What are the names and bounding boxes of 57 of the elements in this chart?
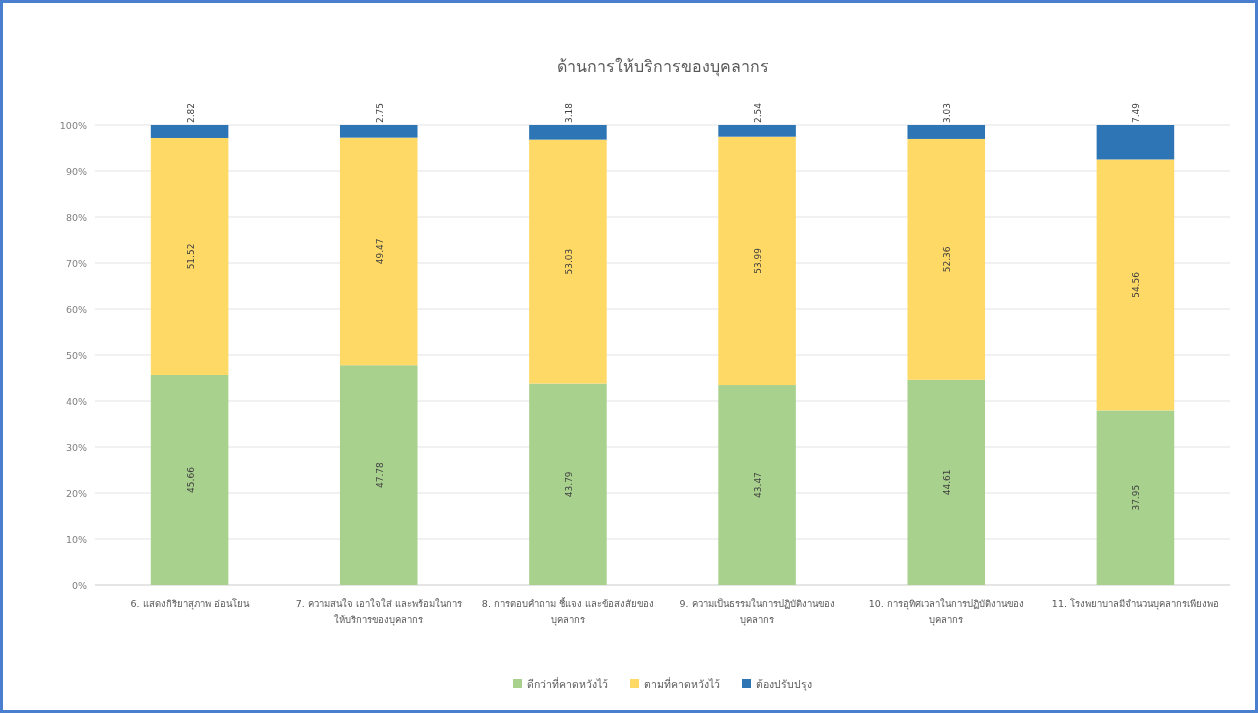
- data-label: 3.03: [942, 102, 953, 123]
- y-tick-label: 0%: [71, 579, 87, 591]
- bar: [339, 137, 418, 366]
- bar: [150, 125, 229, 138]
- data-label: 52.36: [942, 246, 953, 273]
- data-label: 54.56: [1131, 271, 1142, 298]
- data-label: 53.99: [753, 247, 764, 274]
- y-tick-label: 20%: [65, 487, 87, 499]
- data-label: 43.47: [753, 472, 764, 498]
- bar: [1096, 159, 1175, 411]
- legend-label: ตามที่คาดหวังไว้: [644, 677, 720, 690]
- bar: [907, 125, 986, 139]
- data-label: 43.79: [563, 471, 574, 498]
- legend-label: ดีกว่าที่คาดหวังไว้: [527, 677, 608, 690]
- x-tick-label: 7. ความสนใจ เอาใจใส่ และพร้อมในการ ให้บริการของบุคลากร: [295, 598, 462, 626]
- y-tick-label: 10%: [65, 533, 87, 545]
- data-label: 3.18: [563, 102, 574, 123]
- x-tick-label: 11. โรงพยาบาลมีจำนวนบุคลากรเพียงพอ: [1051, 598, 1219, 610]
- x-tick-label: 9. ความเป็นธรรมในการปฏิบัติงานของ บุคลากร: [679, 597, 835, 626]
- bar: [529, 139, 607, 384]
- legend-label: ต้องปรับปรุง: [756, 678, 812, 691]
- y-tick-label: 40%: [65, 395, 87, 407]
- data-label: 47.78: [374, 461, 385, 488]
- bar: [1096, 410, 1175, 585]
- x-tick-label: 10. การอุทิศเวลาในการปฏิบัติงานของ บุคลากร: [868, 598, 1024, 626]
- y-tick-label: 100%: [59, 119, 87, 131]
- bar: [150, 137, 229, 375]
- data-label: 2.54: [753, 102, 764, 123]
- data-label: 7.49: [1131, 102, 1142, 123]
- bar: [339, 365, 418, 585]
- data-label: 53.03: [563, 248, 574, 275]
- bar: [529, 125, 607, 140]
- data-label: 37.95: [1131, 484, 1142, 511]
- y-tick-label: 70%: [65, 257, 87, 269]
- bar: [718, 385, 796, 585]
- bar: [718, 136, 796, 386]
- bar: [339, 125, 418, 138]
- bar: [150, 374, 229, 585]
- x-tick-label: 6. แสดงกิริยาสุภาพ อ่อนโยน: [130, 598, 250, 610]
- x-tick-label: 8. การตอบคำถาม ชี้แจง และข้อสงสัยของ บุคลากร: [481, 597, 654, 626]
- data-label: 2.75: [374, 102, 385, 123]
- y-tick-label: 80%: [65, 211, 87, 223]
- y-tick-label: 50%: [65, 349, 87, 361]
- data-label: 49.47: [374, 238, 385, 265]
- data-label: 44.61: [942, 469, 953, 496]
- bar: [529, 383, 607, 585]
- y-tick-label: 90%: [65, 165, 87, 177]
- bar: [718, 125, 796, 137]
- bar: [1096, 125, 1175, 160]
- bar: [907, 138, 986, 380]
- data-label: 51.52: [185, 243, 196, 270]
- chart-title: ด้านการให้บริการของบุคลากร: [556, 57, 769, 77]
- bar: [907, 379, 986, 585]
- data-label: 2.82: [185, 102, 196, 123]
- data-label: 45.66: [185, 466, 196, 493]
- y-tick-label: 60%: [65, 303, 87, 315]
- y-tick-label: 30%: [65, 441, 87, 453]
